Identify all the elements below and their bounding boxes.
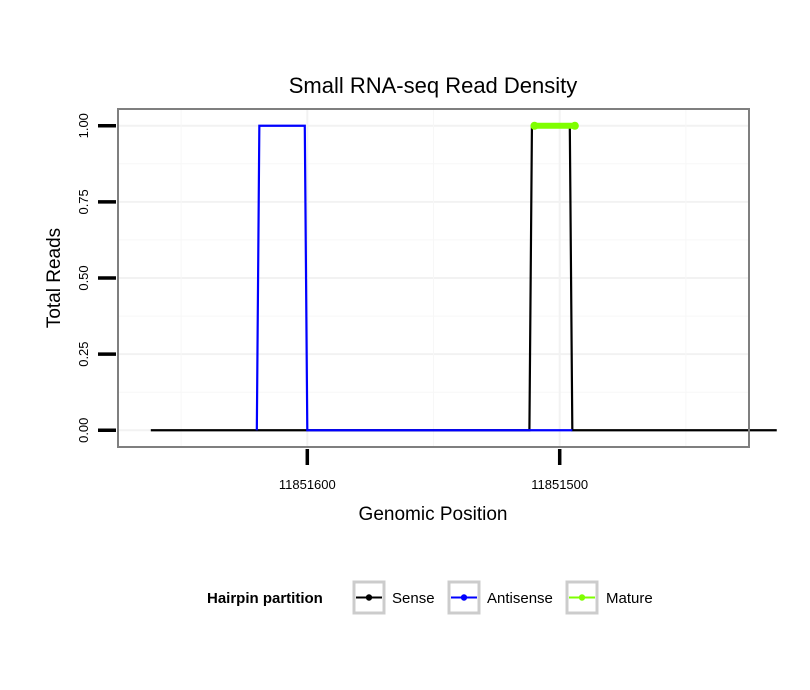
- legend-swatch-dot-mature: [578, 594, 586, 601]
- series-point-mature: [530, 121, 539, 130]
- legend-title: Hairpin partition: [207, 590, 323, 607]
- y-axis-label: Total Reads: [44, 228, 65, 328]
- series-line-antisense: [255, 124, 573, 432]
- legend-label-sense: Sense: [392, 590, 435, 607]
- legend-swatch-dot-sense: [365, 594, 373, 601]
- legend-item-sense: Sense: [352, 580, 435, 615]
- y-tick-label: 1.00: [76, 113, 91, 138]
- legend-item-antisense: Antisense: [447, 580, 553, 615]
- y-tick-label: 0.50: [76, 265, 91, 290]
- x-tick-label: 11851600: [279, 477, 336, 492]
- legend-label-antisense: Antisense: [487, 590, 553, 607]
- series-point-mature: [570, 121, 579, 130]
- legend-item-mature: Mature: [565, 580, 653, 615]
- y-axis: 0.00 0.25 0.50 0.75 1.00: [76, 113, 116, 443]
- x-axis-label: Genomic Position: [359, 504, 508, 525]
- x-tick-label: 11851500: [531, 477, 588, 492]
- legend: Hairpin partition Sense Antisense Mature: [207, 580, 653, 615]
- x-axis: 11851600 11851500: [279, 449, 588, 492]
- series-line-sense: [150, 124, 777, 432]
- data-series: [150, 121, 777, 432]
- y-tick-label: 0.75: [76, 189, 91, 214]
- plot-panel-border: [117, 108, 750, 448]
- y-tick-label: 0.25: [76, 341, 91, 366]
- legend-label-mature: Mature: [606, 590, 653, 607]
- grid-lines: [118, 109, 749, 447]
- chart-title: Small RNA-seq Read Density: [289, 73, 578, 98]
- y-tick-label: 0.00: [76, 418, 91, 443]
- legend-swatch-dot-antisense: [460, 594, 468, 601]
